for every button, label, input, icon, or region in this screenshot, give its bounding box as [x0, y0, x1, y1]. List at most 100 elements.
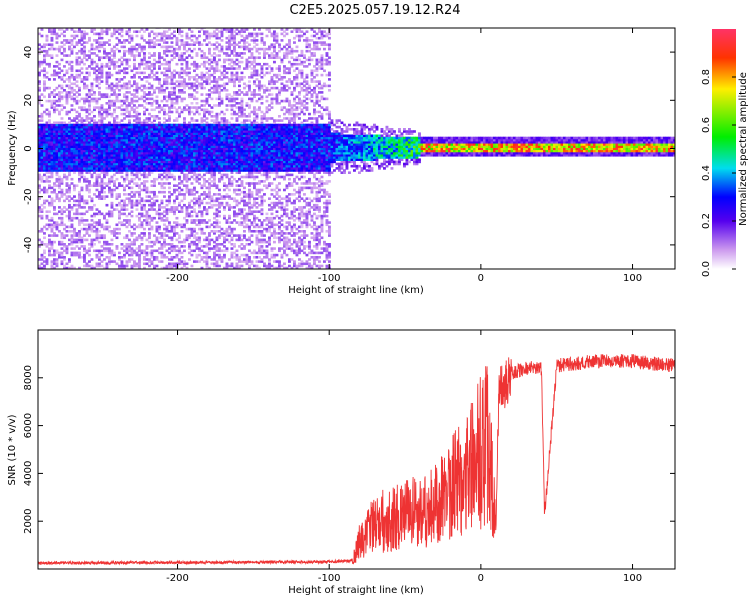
heatmap-cell	[228, 128, 231, 131]
heatmap-cell	[193, 60, 196, 64]
heatmap-cell	[165, 147, 169, 151]
heatmap-cell	[40, 162, 44, 166]
heatmap-cell	[100, 156, 104, 159]
heatmap-cell	[98, 130, 101, 133]
heatmap-cell	[143, 151, 146, 155]
heatmap-cell	[165, 154, 169, 157]
heatmap-cell	[148, 245, 151, 248]
heatmap-cell	[200, 160, 204, 164]
heatmap-cell	[198, 149, 201, 153]
heatmap-cell	[65, 190, 69, 194]
heatmap-cell	[125, 130, 129, 133]
heatmap-cell	[218, 151, 221, 155]
heatmap-cell	[55, 128, 59, 131]
heatmap-cell	[70, 145, 74, 148]
heatmap-cell	[78, 193, 81, 196]
heatmap-cell	[215, 158, 219, 161]
heatmap-cell	[195, 180, 199, 183]
heatmap-cell	[173, 164, 176, 168]
heatmap-cell	[38, 125, 41, 129]
heatmap-cell	[183, 45, 186, 49]
heatmap-cell	[170, 227, 174, 231]
heatmap-cell	[125, 84, 129, 88]
heatmap-cell	[168, 264, 171, 268]
heatmap-cell	[150, 197, 154, 200]
heatmap-cell	[133, 149, 136, 153]
heatmap-cell	[193, 230, 196, 233]
heatmap-cell	[140, 212, 144, 216]
heatmap-cell	[95, 160, 99, 164]
heatmap-cell	[138, 145, 141, 148]
heatmap-cell	[123, 76, 126, 79]
heatmap-cell	[60, 208, 64, 211]
heatmap-cell	[68, 134, 71, 138]
heatmap-cell	[148, 102, 151, 105]
heatmap-cell	[105, 110, 109, 114]
heatmap-cell	[130, 147, 134, 151]
heatmap-cell	[95, 41, 99, 44]
heatmap-cell	[110, 143, 114, 146]
heatmap-cell	[78, 169, 81, 172]
heatmap-cell	[183, 177, 186, 181]
heatmap-cell	[218, 256, 221, 259]
heatmap-cell	[135, 121, 139, 125]
heatmap-cell	[93, 162, 96, 166]
heatmap-cell	[45, 180, 49, 183]
heatmap-cell	[75, 251, 79, 255]
heatmap-cell	[228, 45, 231, 49]
heatmap-cell	[88, 206, 91, 209]
heatmap-cell	[235, 149, 239, 153]
heatmap-cell	[90, 151, 94, 155]
heatmap-cell	[205, 169, 209, 172]
heatmap-cell	[195, 145, 199, 148]
heatmap-cell	[208, 34, 211, 38]
heatmap-cell	[58, 99, 61, 103]
heatmap-cell	[148, 93, 151, 96]
heatmap-cell	[208, 67, 211, 70]
heatmap-cell	[143, 258, 146, 261]
heatmap-cell	[213, 162, 216, 166]
heatmap-cell	[230, 247, 234, 250]
heatmap-cell	[58, 162, 61, 166]
heatmap-cell	[70, 160, 74, 164]
heatmap-cell	[175, 167, 179, 170]
heatmap-cell	[65, 251, 69, 255]
heatmap-cell	[100, 149, 104, 153]
heatmap-cell	[205, 253, 209, 257]
heatmap-cell	[210, 128, 214, 131]
heatmap-cell	[113, 184, 116, 187]
heatmap-cell	[70, 104, 74, 107]
heatmap-cell	[138, 143, 141, 146]
heatmap-cell	[98, 236, 101, 240]
heatmap-cell	[170, 154, 174, 157]
heatmap-cell	[198, 82, 201, 86]
heatmap-cell	[73, 145, 76, 148]
heatmap-cell	[153, 143, 156, 146]
heatmap-cell	[153, 125, 156, 129]
heatmap-cell	[203, 30, 206, 33]
heatmap-cell	[133, 195, 136, 198]
heatmap-cell	[163, 136, 166, 140]
heatmap-cell	[168, 147, 171, 151]
heatmap-cell	[98, 123, 101, 127]
heatmap-cell	[90, 52, 94, 55]
heatmap-cell	[220, 128, 224, 131]
heatmap-cell	[70, 39, 74, 42]
heatmap-cell	[100, 93, 104, 96]
heatmap-cell	[170, 134, 174, 138]
heatmap-cell	[130, 266, 134, 269]
heatmap-cell	[195, 134, 199, 138]
heatmap-cell	[135, 214, 139, 218]
heatmap-cell	[188, 158, 191, 161]
heatmap-cell	[40, 256, 44, 259]
heatmap-cell	[80, 256, 84, 259]
heatmap-cell	[130, 249, 134, 253]
heatmap-cell	[125, 95, 129, 99]
heatmap-cell	[85, 99, 89, 103]
heatmap-cell	[123, 123, 126, 127]
heatmap-cell	[153, 99, 156, 103]
heatmap-cell	[165, 249, 169, 253]
heatmap-cell	[153, 145, 156, 148]
heatmap-cell	[58, 251, 61, 255]
heatmap-cell	[65, 128, 69, 131]
